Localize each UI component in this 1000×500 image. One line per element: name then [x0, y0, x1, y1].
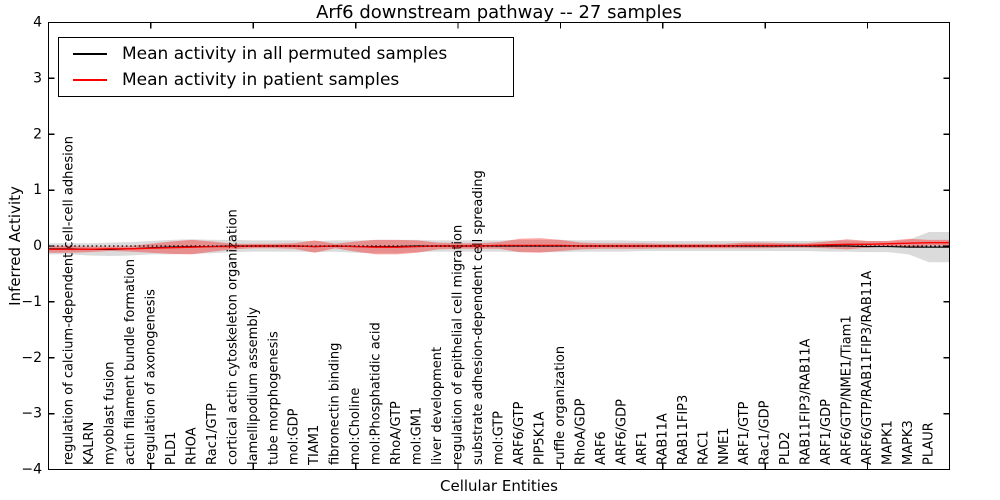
- category-label: Rac1/GDP: [758, 400, 773, 465]
- legend-item-patient: Mean activity in patient samples: [73, 70, 513, 90]
- permuted-std-band: [48, 232, 950, 263]
- legend-label-permuted: Mean activity in all permuted samples: [122, 44, 448, 64]
- x-axis-label: Cellular Entities: [440, 477, 558, 495]
- category-label: NME1: [717, 428, 732, 465]
- category-label: ARF6/GDP: [614, 399, 629, 465]
- category-label: RAB11A: [655, 413, 670, 465]
- chart-title: Arf6 downstream pathway -- 27 samples: [316, 2, 682, 23]
- category-label: TIAM1: [307, 425, 322, 466]
- y-tick-label: −3: [21, 406, 42, 422]
- legend-item-permuted: Mean activity in all permuted samples: [73, 44, 513, 64]
- category-label: cortical actin cytoskeleton organization: [225, 209, 240, 465]
- category-label: ARF1/GTP: [737, 401, 752, 465]
- category-label: RhoA/GTP: [389, 401, 404, 465]
- category-label: KALRN: [82, 422, 97, 465]
- category-label: ARF1/GDP: [819, 399, 834, 465]
- category-label: regulation of epithelial cell migration: [451, 225, 466, 465]
- category-label: ARF6/GTP: [512, 401, 527, 465]
- legend-label-patient: Mean activity in patient samples: [122, 70, 400, 90]
- permuted-line-swatch: [73, 53, 107, 55]
- category-label: Rac1/GTP: [205, 403, 220, 465]
- category-label: mol:Phosphatidic acid: [369, 322, 384, 465]
- category-label: mol:Choline: [348, 388, 363, 465]
- category-label: mol:GM1: [410, 407, 425, 465]
- category-label: substrate adhesion-dependent cell spread…: [471, 170, 486, 465]
- category-label: actin filament bundle formation: [123, 259, 138, 465]
- y-tick-label: 4: [33, 15, 42, 31]
- category-label: ARF6/GTP/NME1/Tiam1: [840, 315, 855, 465]
- y-tick-label: 1: [33, 182, 42, 198]
- y-tick-label: 3: [33, 70, 42, 86]
- category-label: MAPK1: [881, 420, 896, 465]
- category-label: RhoA/GDP: [573, 398, 588, 465]
- y-tick-label: 2: [33, 126, 42, 142]
- category-label: liver development: [430, 347, 445, 465]
- category-label: RAB11FIP3/RAB11A: [799, 338, 814, 465]
- y-tick-label: −4: [21, 462, 42, 478]
- category-label: ARF6: [594, 431, 609, 465]
- category-label: ruffle organization: [553, 346, 568, 465]
- category-label: RAC1: [696, 430, 711, 465]
- category-label: PLAUR: [922, 422, 937, 465]
- category-label: mol:GTP: [492, 411, 507, 465]
- category-label: regulation of calcium-dependent cell-cel…: [61, 136, 76, 465]
- category-label: PLD2: [778, 432, 793, 465]
- patient-line-swatch: [73, 79, 107, 81]
- category-label: myoblast fusion: [102, 361, 117, 465]
- category-label: ARF6/GTP/RAB11FIP3/RAB11A: [860, 271, 875, 465]
- category-label: MAPK3: [901, 420, 916, 465]
- y-axis-label: Inferred Activity: [6, 186, 24, 306]
- legend: Mean activity in all permuted samples Me…: [58, 37, 514, 97]
- y-tick-label: −2: [21, 350, 42, 366]
- category-label: fibronectin binding: [328, 343, 343, 465]
- category-label: PLD1: [164, 432, 179, 465]
- y-tick-label: 0: [33, 238, 42, 254]
- category-label: lamellipodium assembly: [246, 307, 261, 465]
- category-label: ARF1: [635, 431, 650, 465]
- patient-mean-line: [48, 241, 950, 251]
- category-label: RHOA: [184, 427, 199, 465]
- category-label: mol:GDP: [287, 408, 302, 465]
- category-label: PIP5K1A: [532, 411, 547, 465]
- y-tick-label: −1: [21, 294, 42, 310]
- category-label: tube morphogenesis: [266, 331, 281, 465]
- category-label: regulation of axonogenesis: [143, 289, 158, 465]
- category-label: RAB11FIP3: [676, 395, 691, 465]
